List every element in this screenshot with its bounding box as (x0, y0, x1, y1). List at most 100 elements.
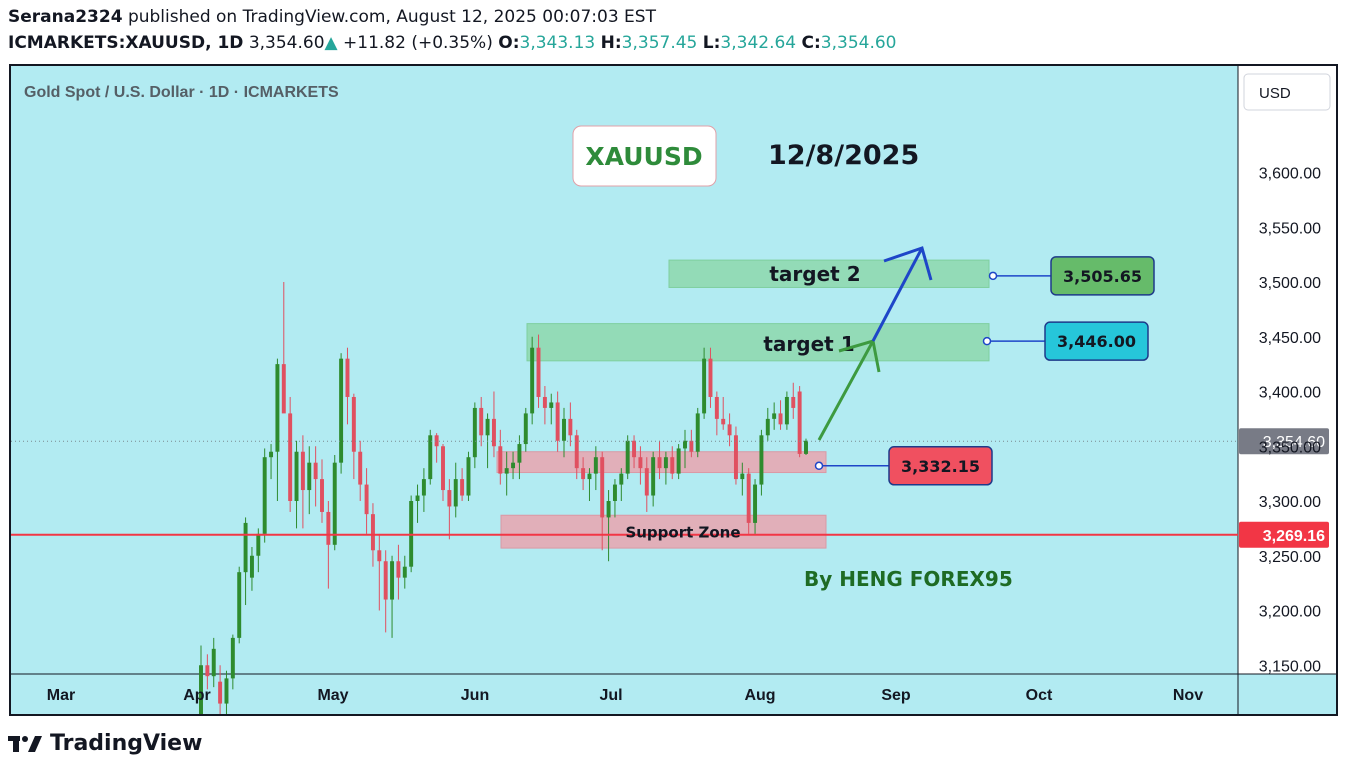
candle-body[interactable] (676, 448, 681, 474)
candle-body[interactable] (663, 457, 668, 469)
tradingview-logo[interactable]: TradingView (8, 731, 202, 756)
candle-body[interactable] (568, 418, 573, 436)
candle-body[interactable] (358, 451, 363, 485)
candle-body[interactable] (421, 479, 426, 496)
candle-body[interactable] (784, 396, 789, 425)
candle-body[interactable] (230, 637, 235, 679)
price-chart[interactable]: target 2 target 1 Support Zone XAUUSD 12/8/2… (11, 66, 1336, 714)
candle-body[interactable] (727, 424, 732, 436)
candle-body[interactable] (313, 462, 318, 480)
candle-body[interactable] (428, 435, 433, 480)
candle-body[interactable] (269, 451, 274, 458)
candle-body[interactable] (390, 561, 395, 600)
target2-price-anchor[interactable] (988, 271, 998, 281)
candle-body[interactable] (562, 418, 566, 441)
candle-body[interactable] (396, 561, 401, 578)
candle-body[interactable] (555, 402, 560, 441)
candle-body[interactable] (237, 572, 242, 638)
candle-body[interactable] (797, 391, 802, 454)
candle-body[interactable] (587, 473, 592, 480)
candle-body[interactable] (753, 484, 758, 523)
candle-body[interactable] (619, 473, 624, 485)
candle-body[interactable] (351, 396, 356, 452)
candle-body[interactable] (364, 484, 369, 515)
candle-body[interactable] (498, 446, 503, 474)
candle-body[interactable] (612, 484, 617, 501)
candle-body[interactable] (243, 522, 248, 573)
candle-body[interactable] (644, 468, 649, 496)
candle-body[interactable] (332, 462, 337, 545)
candle-body[interactable] (256, 533, 261, 556)
candle-body[interactable] (218, 681, 223, 704)
candle-body[interactable] (733, 435, 738, 480)
candle-body[interactable] (542, 396, 547, 408)
candle-body[interactable] (402, 566, 407, 578)
candle-body[interactable] (804, 440, 808, 454)
candle-body[interactable] (657, 457, 662, 469)
candle-body[interactable] (511, 462, 516, 469)
currency-button[interactable] (1243, 73, 1331, 111)
candle-body[interactable] (651, 457, 656, 496)
zone-1[interactable] (526, 323, 990, 362)
candle-body[interactable] (695, 413, 700, 452)
candle-body[interactable] (517, 444, 522, 463)
candle-body[interactable] (791, 396, 796, 408)
target1-price-box[interactable] (1044, 321, 1149, 361)
candle-body[interactable] (593, 457, 598, 474)
candle-body[interactable] (288, 413, 293, 501)
candle-body[interactable] (224, 678, 229, 704)
candle-body[interactable] (683, 440, 687, 449)
candle-body[interactable] (581, 468, 586, 480)
candle-body[interactable] (772, 413, 777, 419)
candle-body[interactable] (377, 550, 382, 562)
candle-body[interactable] (211, 648, 216, 677)
candle-body[interactable] (345, 358, 350, 397)
candle-body[interactable] (281, 364, 286, 414)
candle-body[interactable] (765, 418, 770, 436)
candle-body[interactable] (536, 347, 541, 397)
candle-body[interactable] (460, 479, 465, 496)
author-name[interactable]: Serana2324 (8, 7, 123, 27)
candle-body[interactable] (689, 440, 694, 452)
candle-body[interactable] (415, 495, 420, 501)
candle-body[interactable] (600, 457, 605, 518)
candle-body[interactable] (326, 511, 331, 545)
candle-body[interactable] (466, 457, 471, 496)
zone-0[interactable] (668, 259, 990, 288)
candle-body[interactable] (714, 396, 719, 419)
candle-body[interactable] (262, 457, 267, 534)
candle-body[interactable] (339, 358, 344, 463)
candle-body[interactable] (778, 413, 783, 425)
zone-3[interactable] (500, 514, 827, 549)
candle-body[interactable] (504, 468, 509, 474)
entry-price-box[interactable] (888, 446, 993, 486)
candle-body[interactable] (307, 462, 312, 491)
candle-body[interactable] (708, 358, 713, 397)
candle-body[interactable] (199, 665, 203, 714)
candle-body[interactable] (249, 555, 254, 578)
candle-body[interactable] (472, 407, 477, 458)
candle-body[interactable] (300, 451, 305, 491)
candle-body[interactable] (530, 347, 535, 414)
candle-body[interactable] (294, 451, 299, 501)
candle-body[interactable] (275, 364, 280, 452)
candle-body[interactable] (523, 413, 528, 445)
candle-body[interactable] (606, 501, 611, 518)
candle-body[interactable] (491, 418, 496, 447)
candle-body[interactable] (453, 479, 458, 507)
candle-body[interactable] (447, 490, 452, 507)
candle-body[interactable] (383, 561, 388, 600)
candle-body[interactable] (625, 440, 630, 474)
candle-body[interactable] (721, 418, 726, 425)
candle-body[interactable] (632, 440, 637, 458)
candle-body[interactable] (746, 473, 751, 523)
candle-body[interactable] (740, 473, 745, 480)
entry-price-anchor[interactable] (814, 461, 824, 471)
candle-body[interactable] (574, 435, 579, 469)
candle-body[interactable] (759, 435, 764, 485)
candle-body[interactable] (549, 402, 554, 408)
candle-body[interactable] (485, 418, 490, 436)
candle-body[interactable] (638, 457, 643, 469)
target1-price-anchor[interactable] (982, 336, 992, 346)
candle-body[interactable] (205, 665, 210, 677)
